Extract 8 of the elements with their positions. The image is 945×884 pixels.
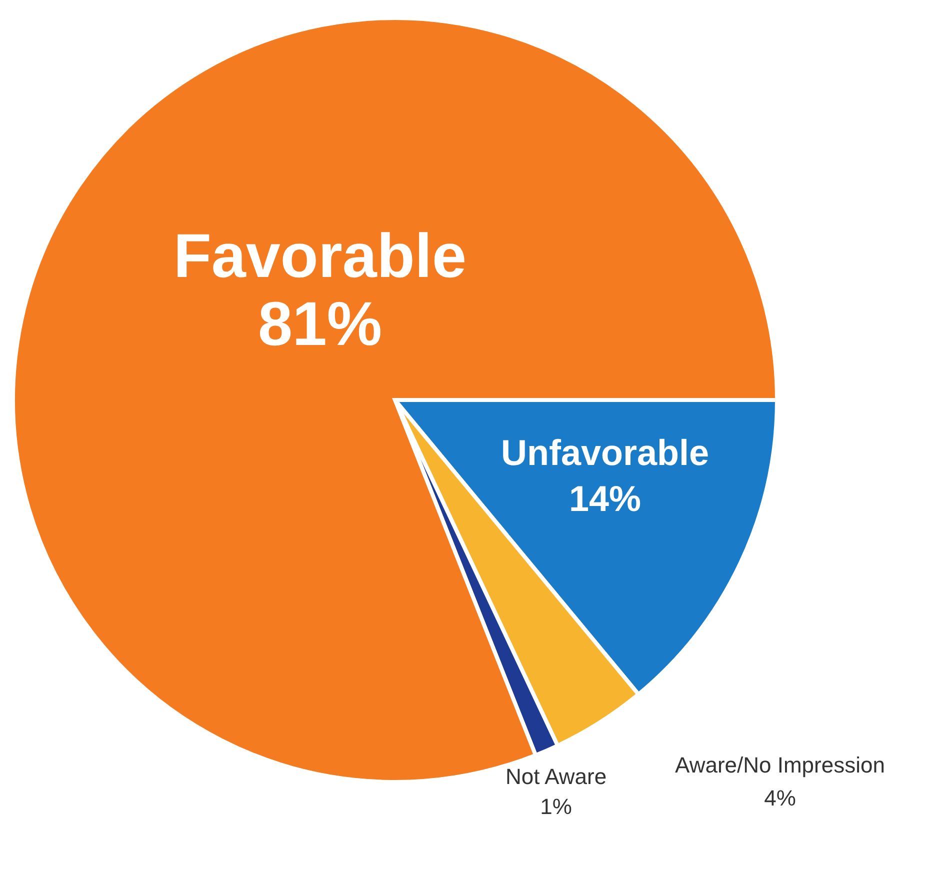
slice-label: Not Aware — [505, 764, 607, 789]
data-label: 14% — [568, 478, 642, 519]
data-label: 81% — [258, 290, 382, 359]
slice-label: Unfavorable — [500, 432, 710, 473]
data-label: 4% — [764, 786, 796, 810]
data-label: 1% — [540, 794, 572, 819]
slice-label: Favorable — [174, 222, 466, 291]
slice-label: Aware/No Impression — [675, 752, 885, 778]
